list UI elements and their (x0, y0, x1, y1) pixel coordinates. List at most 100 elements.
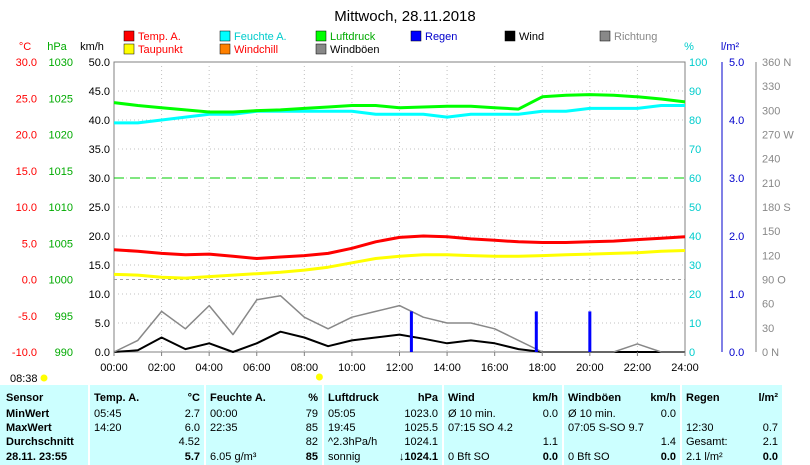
temp-tick: 25.0 (16, 93, 37, 105)
legend-label: Feuchte A. (234, 31, 287, 43)
x-tick-label: 16:00 (481, 362, 509, 374)
table-cell-label: sonnig (328, 451, 361, 463)
humidity-tick: 40 (689, 231, 701, 243)
rain-bar (409, 311, 413, 352)
table-cell-value: 79 (305, 408, 318, 420)
column-unit: km/h (650, 392, 676, 404)
table-cell-label: 00:00 (210, 408, 238, 420)
rain-tick: 2.0 (729, 231, 744, 243)
wind-tick: 45.0 (89, 86, 110, 98)
pressure-tick: 1005 (49, 238, 73, 250)
x-tick-label: 02:00 (148, 362, 176, 374)
legend-label: Windböen (330, 44, 380, 56)
table-cell-label: 07:05 S-SO 9.7 (568, 422, 644, 434)
rain-bar (534, 311, 538, 352)
direction-tick: 60 (762, 299, 774, 311)
x-tick-label: 06:00 (243, 362, 271, 374)
legend-label: Regen (425, 31, 457, 43)
series-taupunkt (113, 249, 686, 280)
legend-swatch (219, 30, 231, 42)
table-cell-value: 1025.5 (404, 422, 438, 434)
legend-swatch (219, 43, 231, 55)
direction-tick: 360 N (762, 57, 791, 69)
pressure-tick: 990 (55, 347, 73, 359)
table-cell-label: 12:30 (686, 422, 714, 434)
table-cell-label: Ø 10 min. (448, 408, 496, 420)
time-marker: 08:38 (10, 373, 323, 385)
weather-chart: Mittwoch, 28.11.2018 Temp. A. Feuchte A. L… (10, 8, 794, 385)
wind-tick: 5.0 (95, 318, 110, 330)
column-unit: l/m² (758, 392, 778, 404)
row-label: Durchschnitt (6, 436, 74, 448)
column-unit: hPa (417, 392, 438, 404)
humidity-tick: 60 (689, 173, 701, 185)
rain-unit: l/m² (721, 41, 740, 53)
table-cell-value: 1024.1 (404, 436, 438, 448)
table-cell-value: 85 (305, 451, 318, 463)
direction-tick: 90 O (762, 275, 786, 287)
direction-tick: 120 (762, 250, 780, 262)
table-cell-value: 82 (305, 436, 318, 448)
direction-tick: 0 N (762, 347, 779, 359)
rain-bar (588, 311, 592, 352)
table-cell-value: 1023.0 (404, 408, 438, 420)
table-cell-value: 6.0 (184, 422, 200, 434)
legend-swatch (315, 30, 327, 42)
table-cell-value: 0.0 (660, 408, 676, 420)
temp-tick: 10.0 (16, 202, 37, 214)
legend-label: Temp. A. (138, 31, 181, 43)
direction-tick: 240 (762, 154, 780, 166)
table-cell-value: ↓1024.1 (398, 451, 438, 463)
table-column (444, 385, 562, 465)
wind-tick: 10.0 (89, 289, 110, 301)
pressure-tick: 1015 (49, 166, 73, 178)
humidity-tick: 20 (689, 289, 701, 301)
legend-label: Windchill (234, 44, 278, 56)
table-column (682, 385, 782, 465)
temp-tick: -10.0 (12, 347, 37, 359)
x-tick-label: 08:00 (291, 362, 319, 374)
wind-tick: 0.0 (95, 347, 110, 359)
table-column (324, 385, 442, 465)
wind-tick: 25.0 (89, 202, 110, 214)
series (113, 93, 686, 353)
x-tick-label: 24:00 (671, 362, 699, 374)
row-label: 28.11. 23:55 (6, 451, 68, 463)
legend-label: Wind (519, 31, 544, 43)
table-cell-label: Ø 10 min. (568, 408, 616, 420)
x-tick-label: 12:00 (386, 362, 414, 374)
humidity-tick: 70 (689, 144, 701, 156)
temp-tick: 0.0 (22, 275, 37, 287)
humidity-tick: 30 (689, 260, 701, 272)
legend-swatch (599, 30, 611, 42)
table-column (206, 385, 322, 465)
table-cell-value: 1.4 (660, 436, 676, 448)
table-cell-value: 0.0 (660, 451, 676, 463)
pressure-tick: 1020 (49, 130, 73, 142)
direction-tick: 330 (762, 81, 780, 93)
table-cell-label: 6.05 g/m³ (210, 451, 257, 463)
direction-tick: 270 W (762, 130, 794, 142)
rain-tick: 3.0 (729, 173, 744, 185)
column-unit: % (308, 392, 318, 404)
legend-swatch (504, 30, 516, 42)
wind-tick: 50.0 (89, 57, 110, 69)
column-unit: °C (187, 392, 200, 404)
table-cell-value: 2.7 (184, 408, 200, 420)
temp-tick: 20.0 (16, 130, 37, 142)
table-cell-value: 0.0 (762, 451, 778, 463)
row-label: MaxWert (6, 422, 52, 434)
direction-tick: 300 (762, 105, 780, 117)
table-column (90, 385, 204, 465)
axis-ticks: 30.025.020.015.010.05.00.0-5.0-10.010301… (12, 57, 794, 359)
x-tick-label: 20:00 (576, 362, 604, 374)
table-cell-value: 0.0 (542, 408, 558, 420)
wind-tick: 40.0 (89, 115, 110, 127)
pressure-tick: 995 (55, 311, 73, 323)
table-cell-value: 4.52 (178, 436, 200, 448)
legend-label: Luftdruck (330, 31, 376, 43)
table-cell-value: 5.7 (184, 451, 200, 463)
legend-swatch (123, 43, 135, 55)
humidity-unit: % (684, 41, 694, 53)
table-cell-label: Gesamt: (686, 436, 728, 448)
